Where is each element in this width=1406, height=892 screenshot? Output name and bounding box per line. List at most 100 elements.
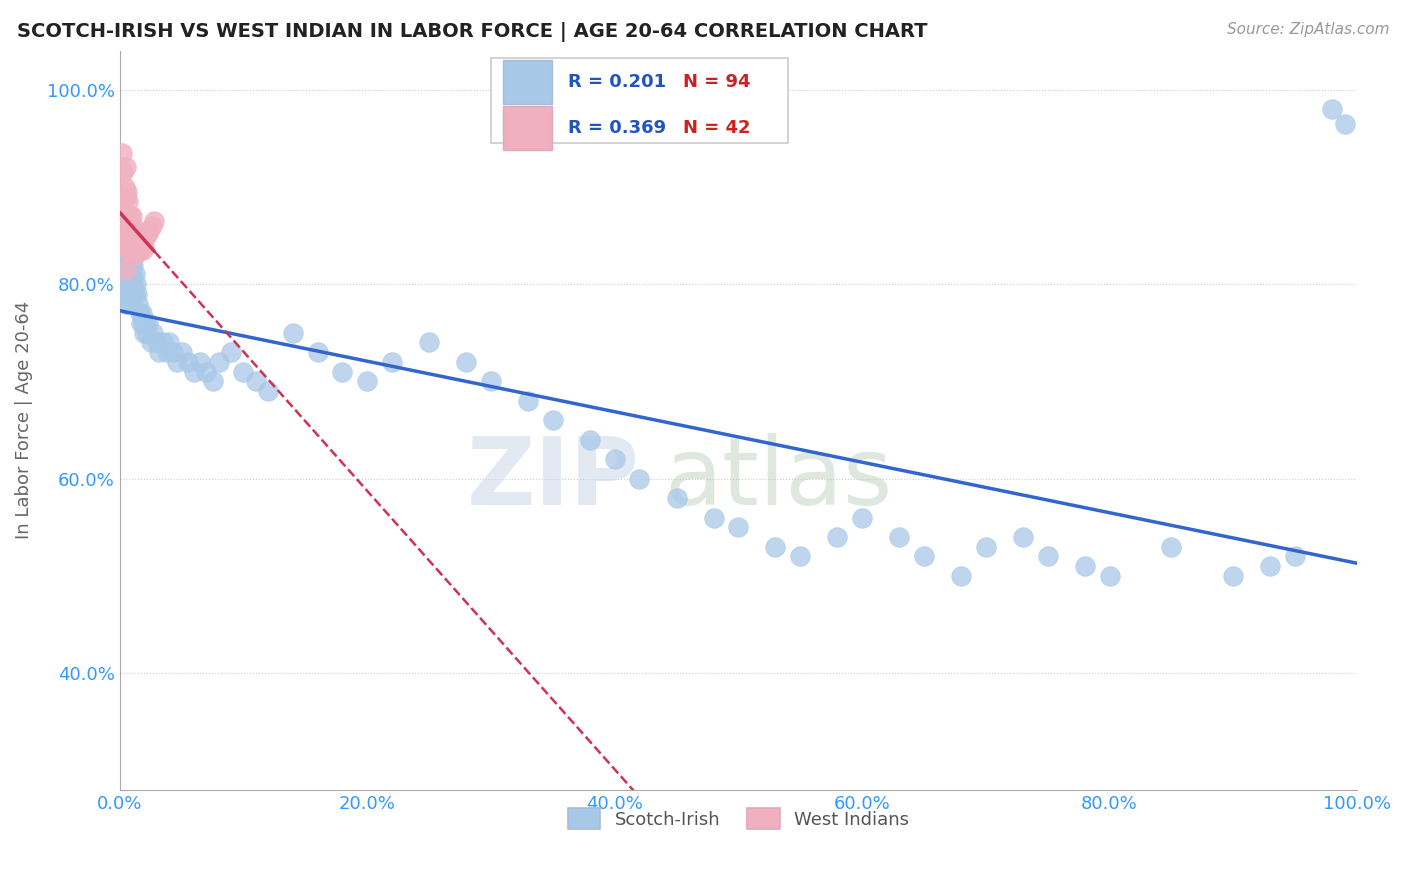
Scotch-Irish xyxy=(120,277,142,292)
Scotch-Irish xyxy=(177,355,200,369)
West Indians xyxy=(115,214,138,228)
Scotch-Irish xyxy=(115,277,138,292)
Scotch-Irish xyxy=(111,238,134,252)
Scotch-Irish xyxy=(1284,549,1306,564)
Scotch-Irish xyxy=(232,365,254,379)
West Indians xyxy=(118,233,141,247)
FancyBboxPatch shape xyxy=(503,60,551,103)
Legend: Scotch-Irish, West Indians: Scotch-Irish, West Indians xyxy=(561,801,917,837)
Scotch-Irish xyxy=(148,345,170,359)
Scotch-Irish xyxy=(628,472,651,486)
Scotch-Irish xyxy=(117,258,139,272)
Scotch-Irish xyxy=(183,365,205,379)
Scotch-Irish xyxy=(219,345,242,359)
Scotch-Irish xyxy=(115,258,138,272)
Scotch-Irish xyxy=(152,335,174,350)
Scotch-Irish xyxy=(121,268,143,282)
Scotch-Irish xyxy=(157,335,180,350)
Scotch-Irish xyxy=(127,296,149,310)
Scotch-Irish xyxy=(139,335,162,350)
West Indians xyxy=(111,145,134,160)
Scotch-Irish xyxy=(579,433,602,447)
Scotch-Irish xyxy=(117,296,139,310)
West Indians xyxy=(120,224,142,238)
Text: N = 42: N = 42 xyxy=(683,119,751,136)
West Indians xyxy=(131,238,153,252)
Scotch-Irish xyxy=(115,286,138,301)
Scotch-Irish xyxy=(122,258,145,272)
West Indians xyxy=(121,233,143,247)
Scotch-Irish xyxy=(517,393,540,408)
West Indians xyxy=(136,228,159,243)
West Indians xyxy=(122,243,145,257)
Scotch-Irish xyxy=(112,258,135,272)
Scotch-Irish xyxy=(170,345,193,359)
Scotch-Irish xyxy=(142,326,165,340)
Scotch-Irish xyxy=(115,268,138,282)
Scotch-Irish xyxy=(1098,569,1121,583)
Scotch-Irish xyxy=(603,452,626,467)
Scotch-Irish xyxy=(136,326,159,340)
Scotch-Irish xyxy=(827,530,849,544)
West Indians xyxy=(117,219,139,233)
Text: atlas: atlas xyxy=(664,434,893,525)
West Indians xyxy=(112,224,135,238)
Scotch-Irish xyxy=(118,248,141,262)
West Indians xyxy=(138,224,160,238)
West Indians xyxy=(111,204,134,219)
Scotch-Irish xyxy=(121,248,143,262)
Scotch-Irish xyxy=(136,316,159,330)
West Indians xyxy=(118,209,141,223)
Scotch-Irish xyxy=(125,286,148,301)
West Indians xyxy=(143,214,166,228)
Text: R = 0.369: R = 0.369 xyxy=(568,119,666,136)
Scotch-Irish xyxy=(120,258,142,272)
Scotch-Irish xyxy=(208,355,231,369)
Scotch-Irish xyxy=(129,316,152,330)
Scotch-Irish xyxy=(201,375,224,389)
Scotch-Irish xyxy=(114,248,136,262)
West Indians xyxy=(114,238,136,252)
West Indians xyxy=(115,233,138,247)
Scotch-Irish xyxy=(132,316,155,330)
FancyBboxPatch shape xyxy=(503,106,551,150)
West Indians xyxy=(112,165,135,179)
Scotch-Irish xyxy=(912,549,935,564)
Scotch-Irish xyxy=(1260,559,1282,574)
Scotch-Irish xyxy=(118,286,141,301)
Scotch-Irish xyxy=(974,540,997,554)
Scotch-Irish xyxy=(114,268,136,282)
Scotch-Irish xyxy=(356,375,378,389)
Text: ZIP: ZIP xyxy=(467,434,640,525)
Scotch-Irish xyxy=(115,296,138,310)
Scotch-Irish xyxy=(118,268,141,282)
West Indians xyxy=(115,262,138,277)
Scotch-Irish xyxy=(257,384,280,398)
West Indians xyxy=(121,209,143,223)
Scotch-Irish xyxy=(381,355,404,369)
Scotch-Irish xyxy=(332,365,354,379)
Scotch-Irish xyxy=(1074,559,1097,574)
Scotch-Irish xyxy=(114,286,136,301)
Scotch-Irish xyxy=(950,569,973,583)
Scotch-Irish xyxy=(112,277,135,292)
Scotch-Irish xyxy=(115,248,138,262)
West Indians xyxy=(124,248,146,262)
West Indians xyxy=(115,161,138,175)
West Indians xyxy=(112,238,135,252)
Scotch-Irish xyxy=(727,520,749,534)
Text: N = 94: N = 94 xyxy=(683,73,751,91)
Scotch-Irish xyxy=(1160,540,1182,554)
West Indians xyxy=(117,194,139,209)
West Indians xyxy=(124,224,146,238)
Scotch-Irish xyxy=(703,510,725,524)
Scotch-Irish xyxy=(117,238,139,252)
Scotch-Irish xyxy=(166,355,188,369)
West Indians xyxy=(115,185,138,199)
West Indians xyxy=(125,238,148,252)
Scotch-Irish xyxy=(281,326,304,340)
West Indians xyxy=(129,233,152,247)
Scotch-Irish xyxy=(128,306,150,320)
West Indians xyxy=(132,243,155,257)
Scotch-Irish xyxy=(117,277,139,292)
